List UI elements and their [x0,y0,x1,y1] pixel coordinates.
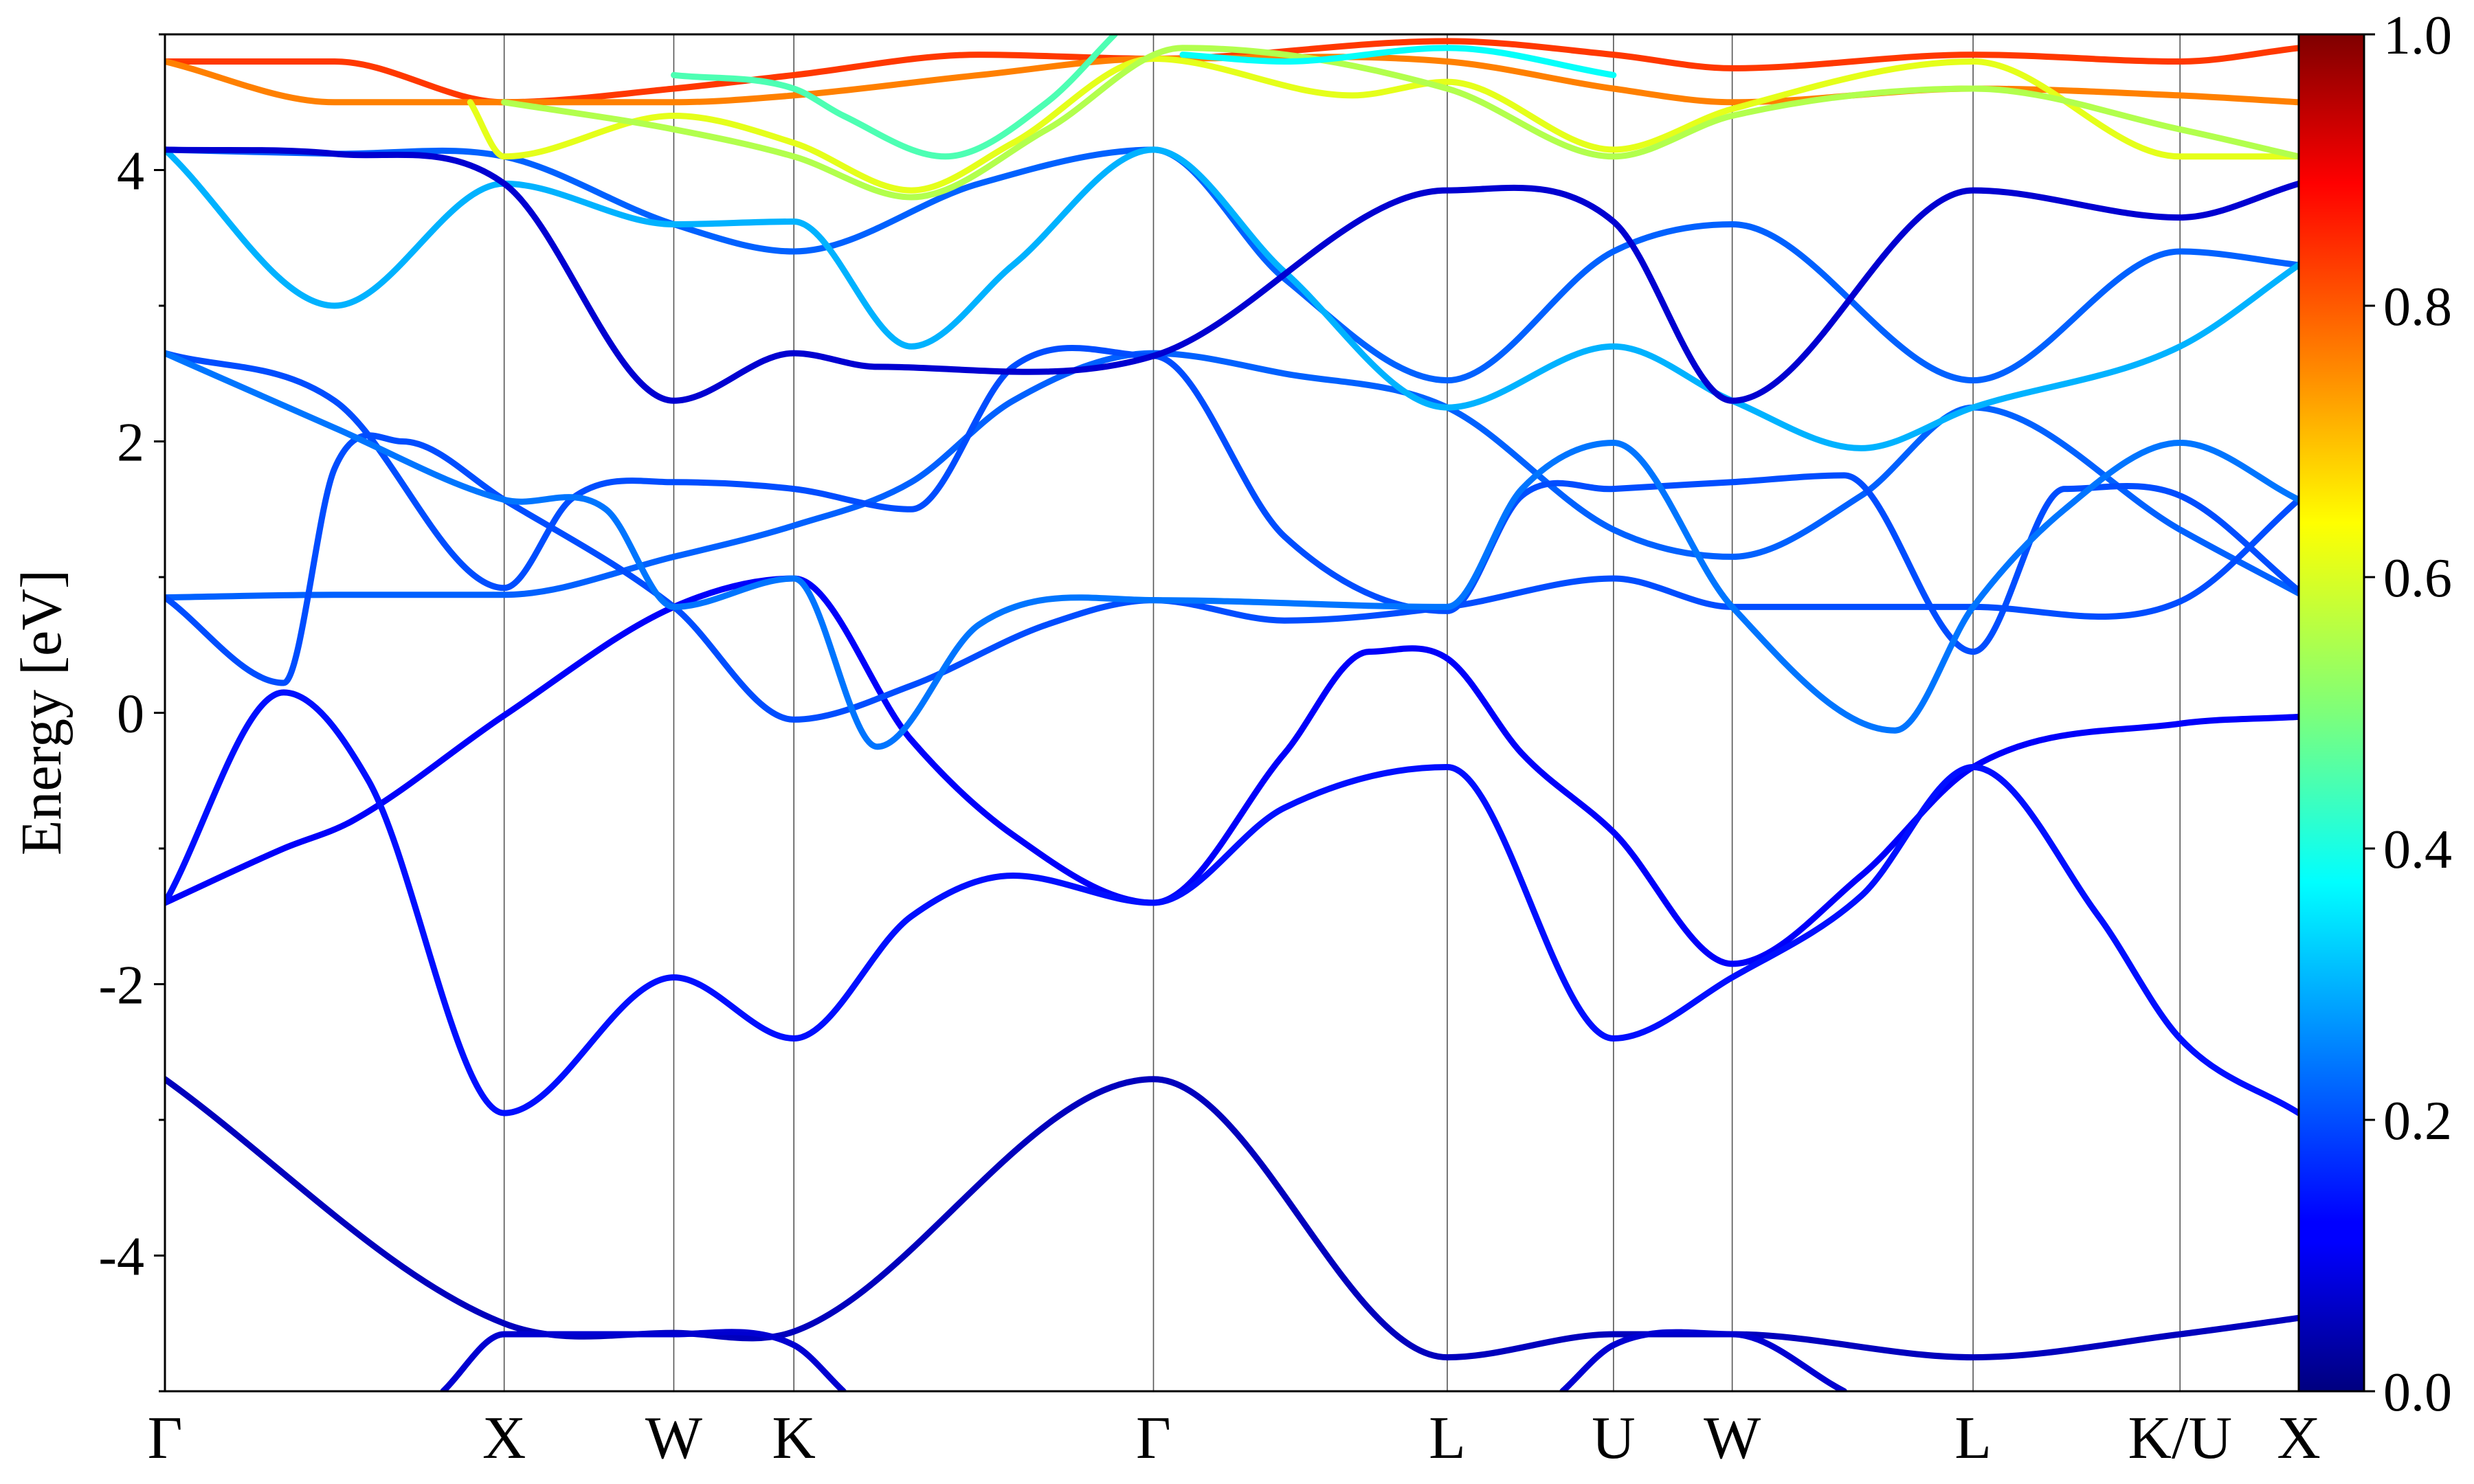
band-line-1 [440,1329,847,1391]
band-line-17 [1179,45,1617,78]
band-line-6 [165,432,2299,723]
plot-frame [164,33,2300,1393]
band-line-3 [165,575,2299,967]
x-tick-label-1: X [482,1405,526,1472]
y-tick-label-4: 4 [117,142,144,202]
band-line-16 [671,34,1118,160]
colorbar [2297,33,2365,1393]
x-tick-label-9: K/U [2128,1405,2232,1472]
y-tick-label-0: -4 [98,1227,144,1288]
band-line-7 [165,345,2299,655]
colorbar-tick-label-4: 0.8 [2383,277,2452,337]
x-tick-label-7: W [1704,1405,1761,1472]
high-symmetry-lines [503,34,2181,1391]
band-lines [165,34,2299,1391]
y-axis-label: Energy [eV] [10,570,74,855]
x-tick-label-8: L [1954,1405,1992,1472]
colorbar-tick-label-2: 0.4 [2383,820,2452,880]
band-line-2 [1559,1329,1847,1391]
x-tick-label-2: W [645,1405,702,1472]
x-axis: Γ X W K Γ L U W L K/U X [148,1405,2321,1472]
band-line-4 [165,689,2299,1116]
x-tick-label-5: L [1429,1405,1466,1472]
x-tick-label-10: X [2277,1405,2321,1472]
band-line-5 [165,350,2299,601]
colorbar-tick-label-1: 0.2 [2383,1091,2452,1151]
colorbar-axis: 0.0 0.2 0.4 0.6 0.8 1.0 [2364,5,2452,1423]
band-line-9 [165,146,2299,384]
band-line-0 [165,1076,2299,1361]
y-axis: -4 -2 0 2 4 [98,33,165,1393]
y-tick-label-3: 2 [117,413,144,473]
colorbar-tick-label-5: 1.0 [2383,5,2452,66]
colorbar-tick-label-0: 0.0 [2383,1362,2452,1423]
x-tick-label-0: Γ [148,1405,183,1472]
band-line-10 [165,146,2299,451]
band-line-8 [165,350,2299,750]
colorbar-tick-label-3: 0.6 [2383,548,2452,609]
x-tick-label-4: Γ [1136,1405,1171,1472]
band-line-14 [467,56,2299,194]
y-tick-label-2: 0 [117,684,144,745]
band-line-15 [501,45,2299,201]
x-tick-label-3: K [772,1405,816,1472]
band-line-11 [165,146,2299,404]
y-tick-label-1: -2 [98,956,144,1016]
x-tick-label-6: U [1592,1405,1636,1472]
